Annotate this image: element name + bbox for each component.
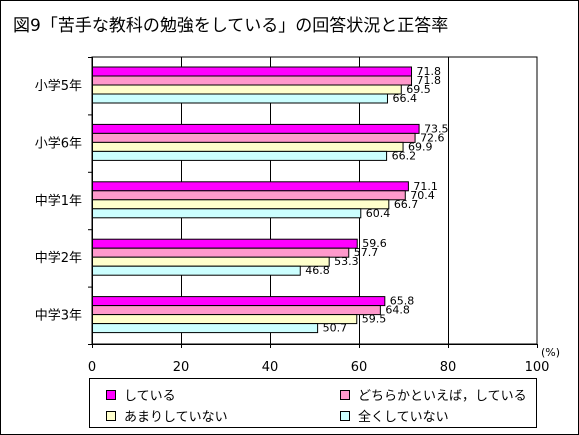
category-label-3: 中学1年	[35, 193, 82, 209]
x-tick-label-20: 20	[173, 360, 190, 375]
legend-item-1: している	[106, 385, 176, 404]
value-label-1-1: 71.8	[417, 65, 442, 78]
legend: している どちらかといえば，している あまりしていない 全くしていない	[89, 378, 537, 428]
bar-2-2	[91, 132, 416, 143]
bar-5-1	[91, 296, 386, 307]
legend-label-2: どちらかといえば，している	[358, 389, 527, 404]
bar-3-2	[91, 190, 406, 201]
bar-3-4	[91, 208, 362, 219]
value-label-2-2: 72.6	[420, 131, 445, 144]
value-label-5-4: 50.7	[323, 322, 348, 335]
value-label-4-2: 57.7	[354, 246, 379, 259]
category-label-1: 小学5年	[35, 78, 82, 94]
x-tick-label-80: 80	[440, 360, 457, 375]
bar-4-4	[91, 265, 301, 276]
category-label-4: 中学2年	[35, 250, 82, 266]
bars	[91, 66, 420, 334]
bar-2-3	[91, 141, 404, 152]
value-label-1-3: 69.5	[406, 83, 431, 96]
value-label-3-2: 70.4	[410, 189, 435, 202]
bar-5-4	[91, 323, 319, 334]
x-tick-label-40: 40	[262, 360, 279, 375]
axes	[88, 57, 537, 348]
legend-item-2: どちらかといえば，している	[340, 385, 527, 404]
value-label-2-1: 73.5	[424, 122, 449, 135]
category-label-2: 小学6年	[35, 135, 82, 151]
value-label-3-1: 71.1	[413, 180, 438, 193]
value-label-3-3: 66.7	[394, 198, 419, 211]
value-labels: 71.871.869.566.473.572.669.966.271.170.4…	[305, 65, 448, 335]
value-label-5-1: 65.8	[390, 295, 415, 308]
unit-label: (%)	[541, 346, 560, 359]
category-label-5: 中学3年	[35, 308, 82, 324]
legend-item-4: 全くしていない	[340, 406, 449, 425]
value-label-1-4: 66.4	[392, 92, 417, 105]
bar-4-2	[91, 247, 350, 258]
value-label-5-2: 64.8	[385, 304, 410, 317]
value-label-4-1: 59.6	[362, 237, 387, 250]
bar-1-3	[91, 84, 402, 95]
legend-swatch-3	[106, 410, 116, 421]
bar-2-4	[91, 150, 388, 161]
legend-label-3: あまりしていない	[124, 410, 228, 425]
value-label-1-2: 71.8	[417, 74, 442, 87]
x-tick-label-100: 100	[525, 360, 550, 375]
bar-1-4	[91, 93, 388, 104]
value-label-2-4: 66.2	[392, 149, 417, 162]
legend-swatch-2	[340, 389, 350, 400]
x-tick-label-60: 60	[351, 360, 368, 375]
value-label-4-4: 46.8	[305, 264, 330, 277]
legend-label-1: している	[124, 389, 176, 404]
bar-4-1	[91, 238, 358, 249]
bar-3-1	[91, 181, 409, 192]
bar-1-2	[91, 75, 413, 86]
legend-item-3: あまりしていない	[106, 406, 228, 425]
value-label-2-3: 69.9	[408, 140, 433, 153]
bar-1-1	[91, 66, 413, 77]
value-label-4-3: 53.3	[334, 255, 359, 268]
legend-swatch-4	[340, 410, 350, 421]
x-tick-label-0: 0	[88, 360, 96, 375]
tick-labels: 0 20 40 60 80 100	[88, 360, 550, 375]
bar-4-3	[91, 256, 330, 267]
bar-2-1	[91, 123, 420, 134]
bar-5-3	[91, 314, 358, 325]
bar-3-3	[91, 199, 390, 210]
chart-title: 図9「苦手な教科の勉強をしている」の回答状況と正答率	[13, 16, 449, 36]
value-label-3-4: 60.4	[366, 207, 391, 220]
bar-5-2	[91, 305, 381, 316]
value-label-5-3: 59.5	[362, 313, 387, 326]
legend-swatch-1	[106, 389, 116, 400]
legend-label-4: 全くしていない	[358, 410, 449, 425]
